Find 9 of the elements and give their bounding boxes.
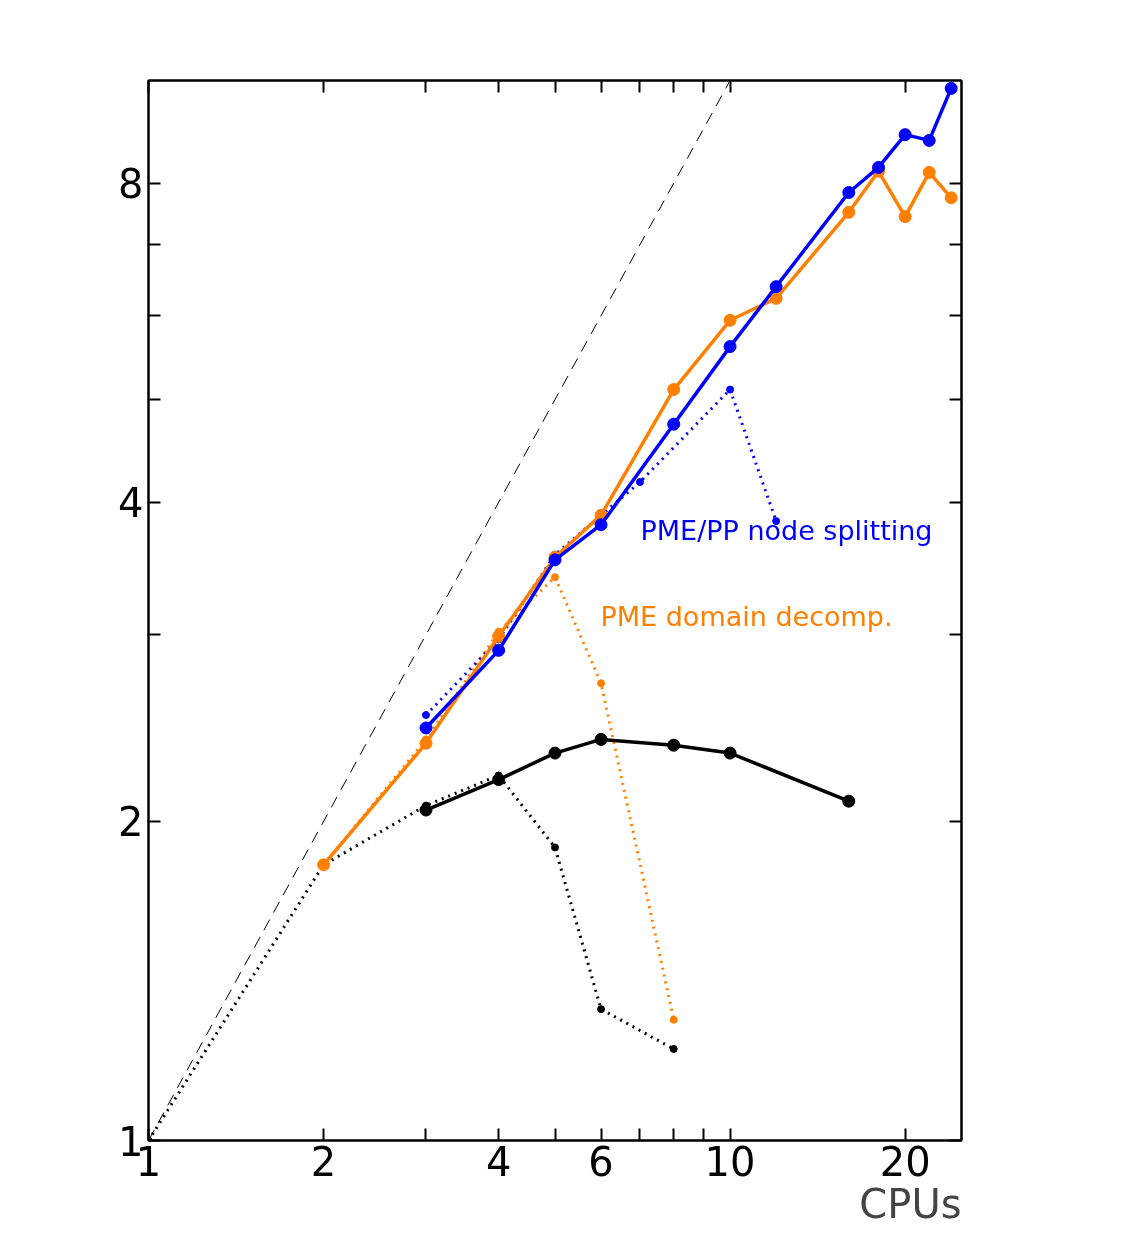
y-tick-label: 8 [118,161,144,208]
y-tick-label: 2 [118,799,144,846]
text: PME domain decomp. [600,601,893,632]
series-label: PME/PP node splitting [640,515,933,546]
x-tick-label: 4 [485,1138,512,1185]
x-tick-label: 6 [588,1138,614,1185]
x-tick-label: 2 [310,1138,337,1185]
y-tick-label: 4 [118,480,144,527]
x-tick-label: 10 [704,1138,756,1185]
